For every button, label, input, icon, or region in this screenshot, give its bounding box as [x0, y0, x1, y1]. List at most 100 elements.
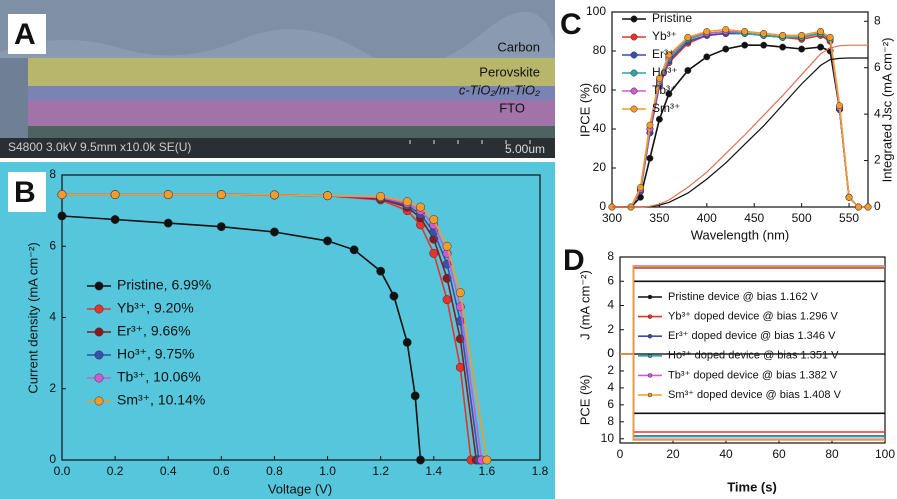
legend-label: Er³⁺ doped device @ bias 1.346 V	[668, 330, 836, 342]
data-point	[390, 292, 398, 300]
legend-marker	[648, 393, 652, 397]
data-point	[111, 215, 119, 223]
data-point	[817, 28, 823, 34]
y-tick-label: 2	[607, 322, 614, 336]
data-point	[483, 456, 491, 464]
legend-marker	[631, 52, 637, 58]
data-point	[865, 204, 871, 210]
data-point	[323, 191, 331, 199]
x-tick-label: 350	[649, 211, 669, 225]
y-tick-label: 6	[607, 397, 614, 411]
y2-axis-label: Integrated Jsc (mA cm⁻²)	[879, 38, 894, 183]
legend-marker	[95, 328, 103, 336]
data-point	[723, 26, 729, 32]
legend-marker	[631, 106, 637, 112]
y-tick-label: 60	[593, 82, 607, 96]
data-point	[217, 190, 225, 198]
y-tick-label: 0	[49, 452, 56, 466]
data-point	[704, 54, 710, 60]
data-point	[443, 295, 451, 303]
x-tick-label: 40	[719, 447, 733, 461]
x-tick-label: 0.2	[107, 464, 124, 478]
data-point	[270, 228, 278, 236]
y-axis-label: J (mA cm⁻²)	[577, 270, 592, 340]
data-point	[430, 215, 438, 223]
legend-marker	[648, 334, 652, 338]
layer-label: Perovskite	[479, 64, 540, 79]
legend-marker	[648, 315, 652, 319]
x-tick-label: 400	[697, 211, 717, 225]
legend-marker	[95, 374, 103, 382]
legend-label: Er³⁺, 9.66%	[117, 323, 191, 339]
layer-label: FTO	[499, 100, 525, 115]
data-point	[798, 46, 804, 52]
data-point	[742, 42, 748, 48]
x-tick-label: 20	[666, 447, 680, 461]
y-tick-label: 20	[593, 160, 607, 174]
data-point	[723, 46, 729, 52]
panel-label: B	[14, 176, 36, 209]
sem-image	[0, 0, 555, 158]
y-axis-label: Current density (mA cm⁻²)	[25, 242, 40, 393]
x-tick-label: 550	[839, 211, 859, 225]
legend-label: Tb³⁺, 10.06%	[117, 369, 201, 385]
x-axis-label: Wavelength (nm)	[691, 227, 790, 242]
legend-marker	[631, 70, 637, 76]
data-point	[685, 67, 691, 73]
glass-layer	[28, 126, 555, 140]
legend-label: Sm³⁺	[652, 101, 680, 115]
data-point	[685, 34, 691, 40]
y2-tick-label: 2	[874, 153, 881, 167]
legend-marker	[648, 295, 652, 299]
legend-label: Tb³⁺	[652, 83, 676, 97]
x-tick-label: 0.8	[266, 464, 283, 478]
data-point	[411, 392, 419, 400]
page: A Carbon Perovskite c-TiO₂/m-TiO₂ FTO S4…	[0, 0, 897, 499]
y-axis-label: PCE (%)	[577, 375, 592, 426]
data-point	[164, 190, 172, 198]
data-point	[855, 204, 861, 210]
data-point	[430, 249, 438, 257]
x-tick-label: 300	[602, 211, 622, 225]
y-axis-label: IPCE (%)	[577, 83, 592, 137]
data-point	[416, 456, 424, 464]
sem-info: S4800 3.0kV 9.5mm x10.0k SE(U)	[8, 140, 191, 154]
y-tick-label: 2	[49, 381, 56, 395]
data-point	[846, 194, 852, 200]
legend-label: Yb³⁺, 9.20%	[117, 300, 194, 316]
legend-label: Ho³⁺ doped device @ bias 1.351 V	[668, 350, 839, 362]
panel-b-background	[0, 162, 555, 499]
data-point	[416, 203, 424, 211]
layer-label: Carbon	[497, 39, 540, 54]
y-tick-label: 100	[586, 4, 606, 18]
legend-marker	[631, 34, 637, 40]
data-point	[350, 246, 358, 254]
y-tick-label: 4	[607, 298, 614, 312]
x-axis-label: Time (s)	[727, 479, 777, 494]
y2-tick-label: 4	[874, 106, 881, 120]
data-point	[742, 28, 748, 34]
x-tick-label: 100	[875, 447, 895, 461]
data-point	[58, 212, 66, 220]
panel-label: A	[14, 18, 36, 51]
legend-label: Sm³⁺ doped device @ bias 1.408 V	[668, 389, 842, 401]
data-point	[817, 44, 823, 50]
y-tick-label: 0	[599, 199, 606, 213]
x-axis-label: Voltage (V)	[268, 481, 332, 496]
y-tick-label: 8	[607, 414, 614, 428]
layer-label: c-TiO₂/m-TiO₂	[459, 82, 540, 97]
y-tick-label: 2	[607, 363, 614, 377]
y-tick-label: 40	[593, 121, 607, 135]
series-line	[620, 354, 885, 413]
x-tick-label: 0.4	[160, 464, 177, 478]
data-point	[836, 102, 842, 108]
data-point	[798, 32, 804, 38]
scale-label: 5.00um	[505, 142, 545, 156]
y-tick-label: 80	[593, 43, 607, 57]
x-tick-label: 80	[825, 447, 839, 461]
data-point	[779, 32, 785, 38]
legend-marker	[95, 282, 103, 290]
y-tick-label: 4	[49, 310, 56, 324]
data-point	[647, 122, 653, 128]
fto-layer	[28, 100, 555, 126]
